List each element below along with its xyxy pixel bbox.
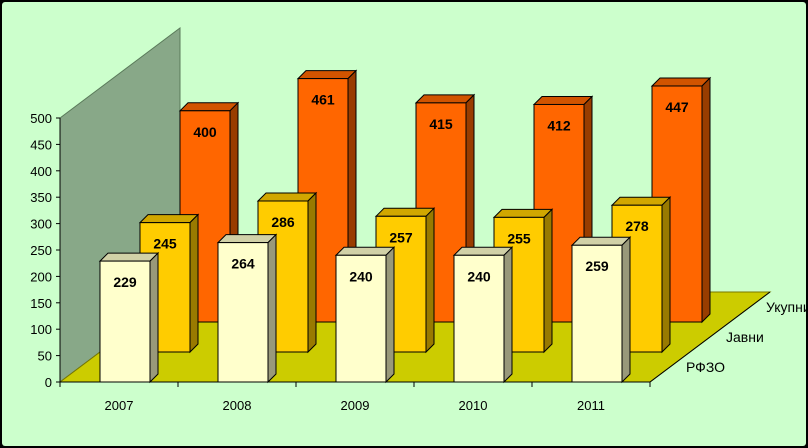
data-label: 259 — [585, 258, 609, 274]
bar-side — [267, 233, 277, 384]
y-tick-label: 400 — [30, 164, 52, 179]
series-label: РФЗО — [686, 359, 725, 375]
bar-top — [216, 234, 278, 244]
bar-top — [334, 246, 396, 256]
data-label: 412 — [547, 117, 571, 133]
data-label: 461 — [311, 92, 335, 108]
y-tick-label: 300 — [30, 217, 52, 232]
bar-side — [425, 207, 435, 354]
data-label: 264 — [231, 256, 255, 272]
bar-side — [385, 246, 395, 384]
data-label: 229 — [113, 274, 137, 290]
bar-side — [701, 76, 711, 324]
bar — [217, 242, 269, 383]
x-tick-label: 2009 — [341, 398, 370, 413]
x-tick-label: 2007 — [105, 398, 134, 413]
series-group: 229 264 240 240 259 — [98, 233, 632, 384]
series-label: Укупни — [766, 299, 806, 315]
data-label: 415 — [429, 116, 453, 132]
bar-side — [149, 251, 159, 384]
bar-top — [532, 95, 594, 105]
depth-axis-line — [649, 291, 771, 383]
data-label: 255 — [507, 230, 531, 246]
data-label: 257 — [389, 229, 413, 245]
bar — [453, 254, 505, 383]
bar-side — [503, 246, 513, 384]
bar-side — [621, 236, 631, 384]
y-tick-label: 100 — [30, 322, 52, 337]
series-group: 245 286 257 255 278 — [138, 191, 672, 354]
bar-top — [138, 214, 200, 224]
y-tick-label: 450 — [30, 137, 52, 152]
bar-top — [178, 102, 240, 112]
y-tick-label: 0 — [45, 375, 52, 390]
bar-top — [374, 207, 436, 217]
data-label: 240 — [467, 268, 491, 284]
bar-top — [650, 77, 712, 87]
bar-side — [543, 208, 553, 354]
bar-top — [452, 246, 514, 256]
bar-side — [189, 213, 199, 354]
data-label: 245 — [153, 236, 177, 252]
bar-top — [414, 94, 476, 104]
y-tick-label: 250 — [30, 243, 52, 258]
x-tick-label: 2011 — [577, 398, 605, 413]
data-label: 400 — [193, 124, 217, 140]
y-tick-label: 150 — [30, 296, 52, 311]
bar-side — [661, 196, 671, 354]
bar-top — [296, 70, 358, 80]
data-label: 286 — [271, 214, 295, 230]
y-tick-label: 50 — [38, 349, 52, 364]
data-label: 278 — [625, 218, 649, 234]
bar-top — [610, 196, 672, 206]
y-tick-label: 200 — [30, 269, 52, 284]
bar-top — [570, 236, 632, 246]
bar-top — [98, 252, 160, 262]
y-tick-label: 350 — [30, 190, 52, 205]
bar — [335, 254, 387, 383]
bar-top — [256, 192, 318, 202]
x-tick-label: 2010 — [459, 398, 488, 413]
x-tick-label: 2008 — [223, 398, 252, 413]
bar-side — [307, 191, 317, 354]
bar — [571, 244, 623, 383]
y-tick-label: 500 — [30, 111, 52, 126]
data-label: 240 — [349, 268, 373, 284]
series-label: Јавни — [726, 329, 764, 345]
data-label: 447 — [665, 99, 689, 115]
bar — [99, 260, 151, 383]
bar-top — [492, 208, 554, 218]
